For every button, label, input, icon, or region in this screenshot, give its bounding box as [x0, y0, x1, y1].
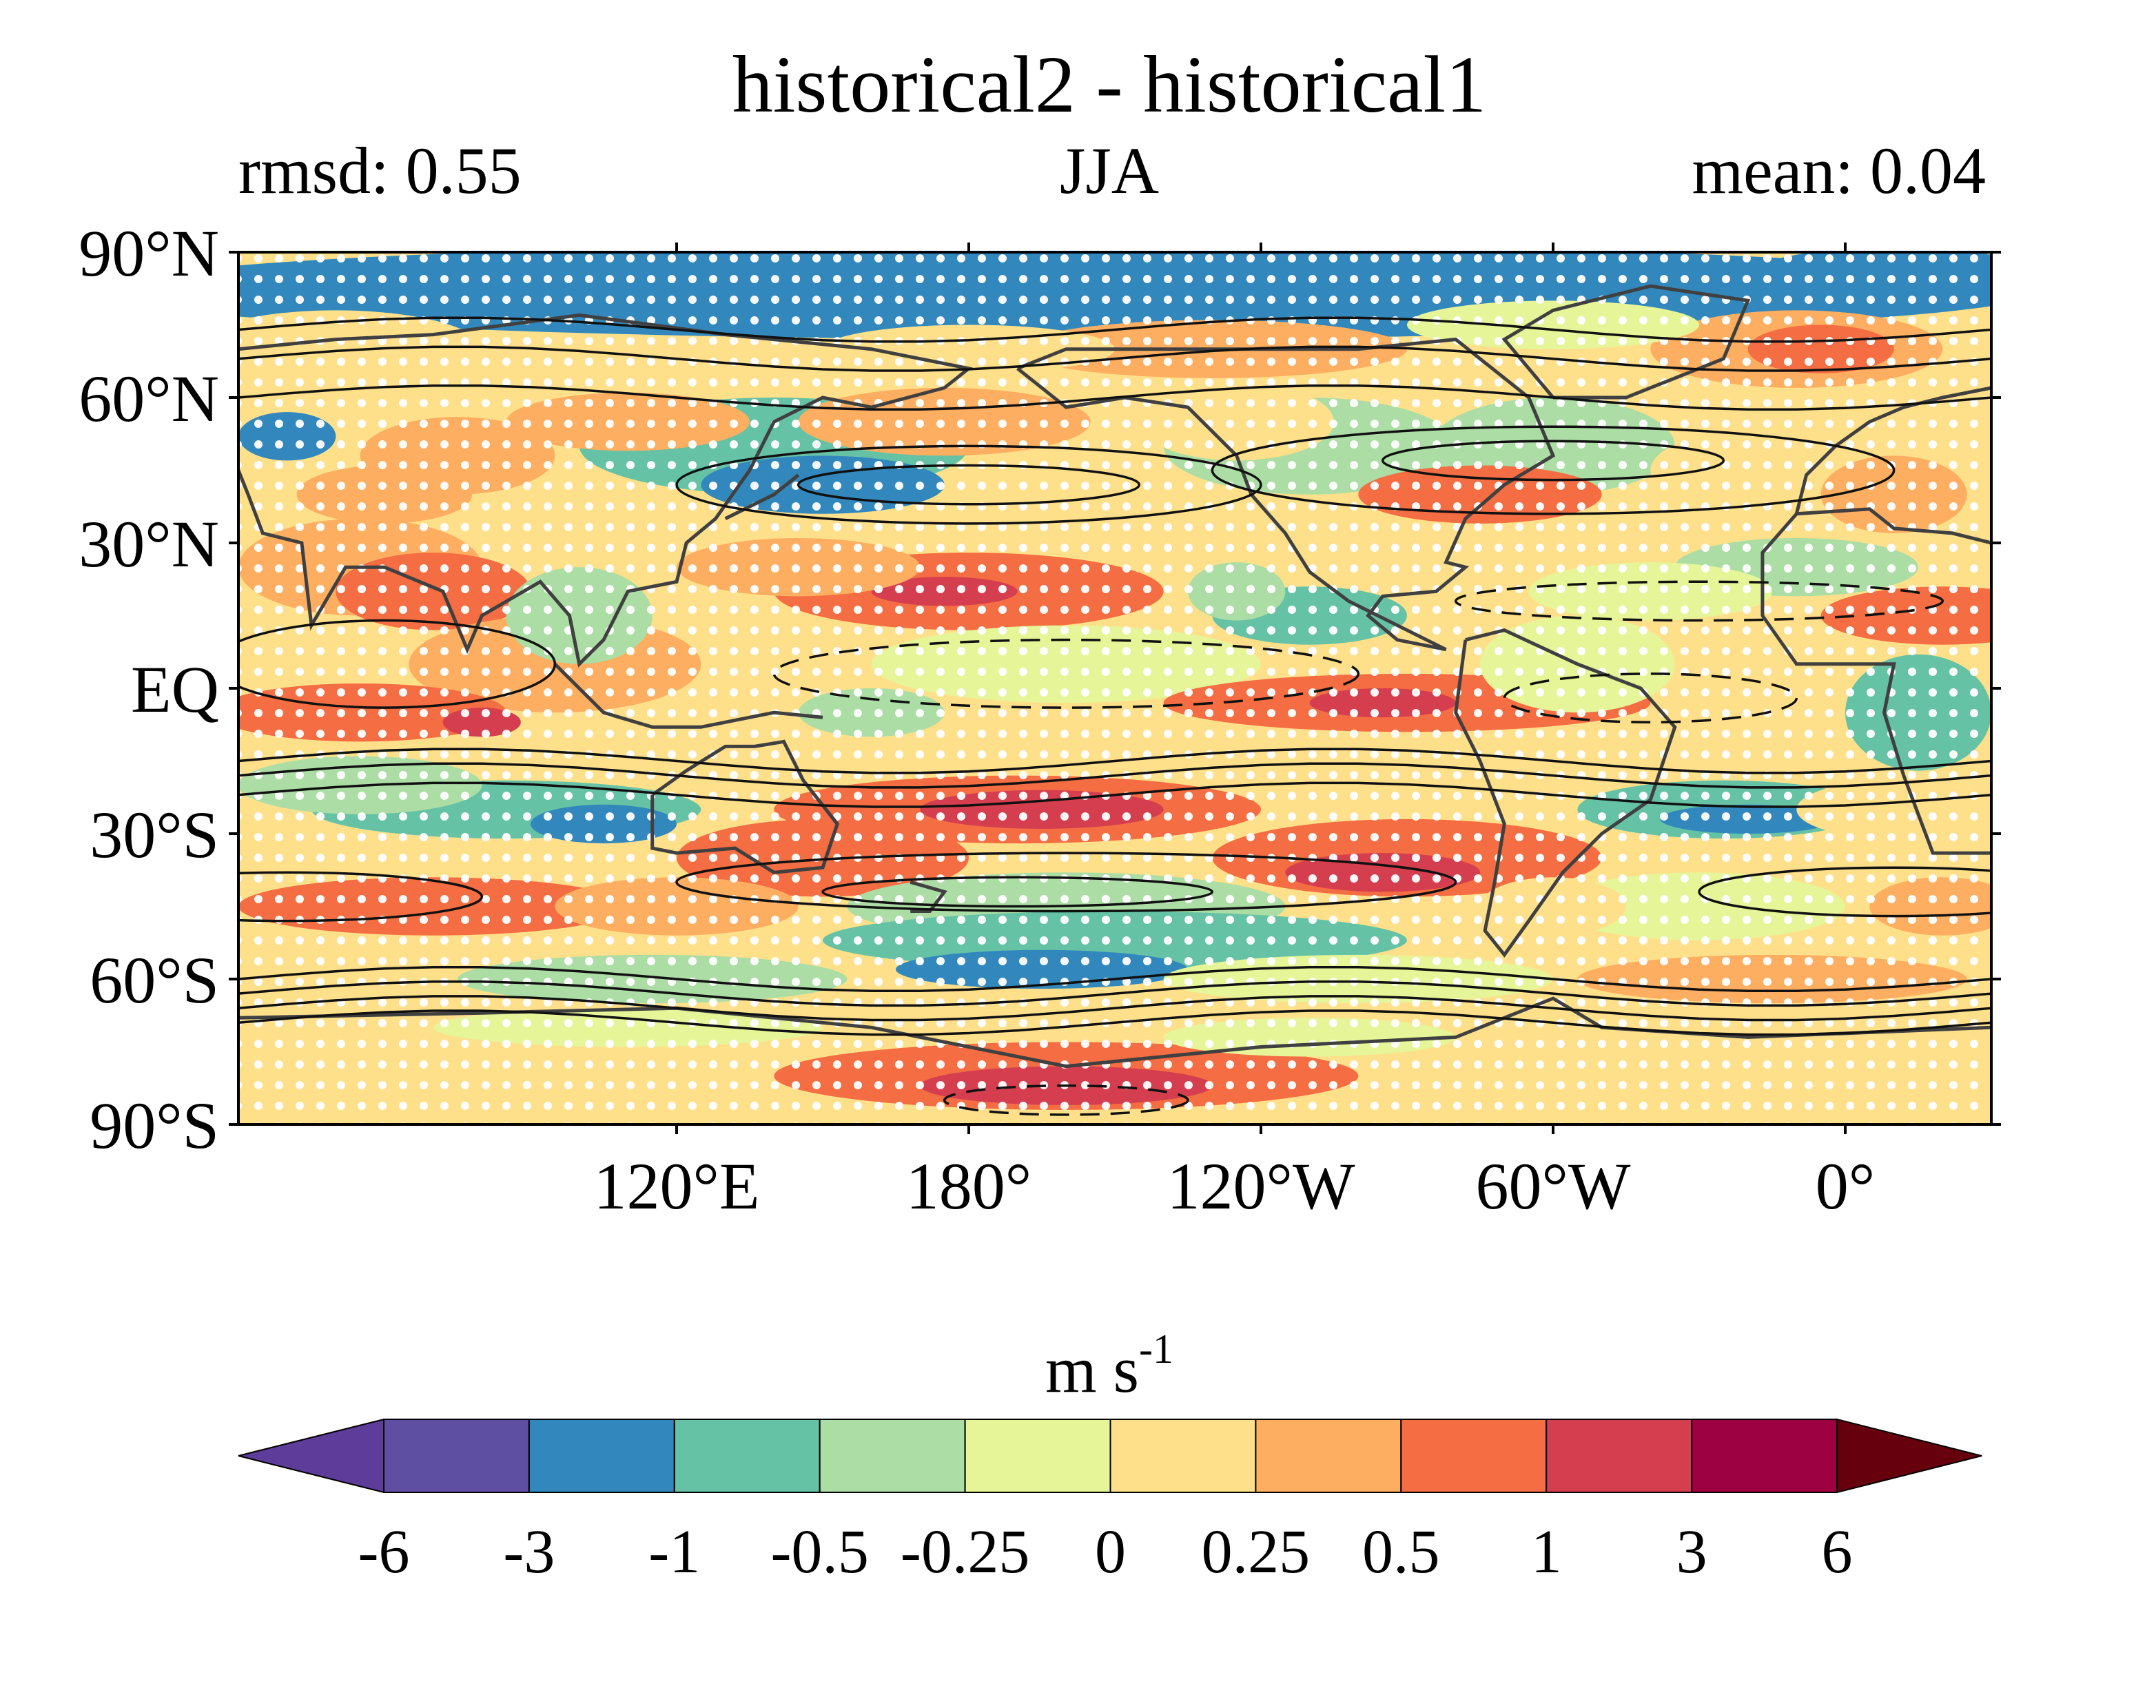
season-label: JJA: [1060, 134, 1159, 207]
negative-contour: [1454, 580, 1944, 622]
colorbar-bin: [1400, 1419, 1548, 1493]
colorbar-bin: [383, 1419, 530, 1493]
positive-contour: [675, 852, 1457, 913]
lon-tick-label: 120°W: [1167, 1149, 1355, 1223]
coastline: [1454, 628, 1677, 958]
colorbar-bin: [964, 1419, 1111, 1493]
zonal-contour: [238, 384, 1991, 411]
positive-contour: [1698, 866, 1991, 918]
units-exponent: -1: [1139, 1326, 1173, 1372]
colorbar: [238, 1418, 1982, 1494]
coastline: [1794, 386, 1991, 515]
lat-tick-label: 90°N: [79, 216, 219, 290]
colorbar-tick-label: -0.5: [770, 1518, 868, 1586]
lat-tick-label: 30°N: [79, 507, 219, 581]
lat-tick-label: 60°N: [79, 362, 219, 435]
lon-tick-label: 60°W: [1476, 1149, 1631, 1223]
colorbar-tick-label: 0.25: [1202, 1518, 1311, 1586]
positive-contour: [1211, 425, 1896, 515]
colorbar-extend-low: [238, 1418, 384, 1494]
lon-tick-label: 120°E: [593, 1149, 759, 1223]
colorbar-bin: [673, 1419, 821, 1493]
mean-label: mean: 0.04: [1692, 134, 1986, 207]
positive-contour: [675, 444, 1262, 525]
negative-contour: [1503, 672, 1798, 723]
coastline: [238, 313, 973, 668]
colorbar-tick-label: 0: [1095, 1518, 1126, 1586]
zonal-contour: [238, 1009, 1991, 1036]
climatology-contours: [238, 316, 1991, 1116]
coastline: [910, 880, 947, 913]
zonal-contour: [238, 762, 1991, 789]
lat-tick-label: 90°S: [90, 1089, 219, 1162]
colorbar-tick-label: 3: [1676, 1518, 1707, 1586]
lat-tick-label: 30°S: [90, 798, 219, 872]
colorbar-units: m s-1: [1045, 1326, 1173, 1406]
colorbar-bin: [1546, 1419, 1693, 1493]
zonal-contour: [238, 965, 1991, 993]
colorbar-tick-label: 1: [1531, 1518, 1562, 1586]
coastline: [553, 663, 823, 729]
positive-contour: [238, 871, 483, 923]
rmsd-label: rmsd: 0.55: [238, 134, 522, 207]
colorbar-tick-label: -6: [358, 1518, 410, 1586]
coastlines: [238, 284, 1991, 1069]
map-panel: [238, 252, 1991, 1124]
units-base: m s: [1045, 1333, 1139, 1406]
colorbar-tick-label: 6: [1822, 1518, 1853, 1586]
positive-contour: [797, 464, 1141, 506]
coastline: [1016, 338, 1556, 652]
colorbar-bin: [1691, 1419, 1838, 1493]
zonal-contour: [238, 781, 1991, 808]
colorbar-bin: [1109, 1419, 1257, 1493]
zonal-contour: [238, 995, 1991, 1022]
lat-tick-label: 60°S: [90, 943, 219, 1017]
colorbar-bin: [528, 1419, 675, 1493]
axis-ticks: [229, 243, 2001, 1134]
coastline: [724, 473, 800, 521]
colorbar-bin: [1255, 1419, 1402, 1493]
lat-tick-label: EQ: [131, 652, 219, 726]
lon-tick-label: 0°: [1816, 1149, 1875, 1223]
zonal-contour: [238, 748, 1991, 774]
colorbar-tick-label: -1: [648, 1518, 700, 1586]
positive-contour: [238, 619, 557, 709]
axis-tick-labels: 90°N 60°N 30°N EQ 30°S 60°S 90°S 120°E 180° 120°W…: [79, 216, 1875, 1223]
colorbar-tick-label: -3: [503, 1518, 555, 1586]
colorbar-tick-labels: -6 -3 -1 -0.5 -0.25 0 0.25 0.5 1 3 6: [358, 1518, 1853, 1586]
positive-contour: [1381, 440, 1725, 482]
colorbar-bin: [819, 1419, 966, 1493]
plot-title: historical2 - historical1: [732, 39, 1487, 130]
positive-contour: [821, 876, 1214, 908]
coastline: [1760, 507, 1991, 855]
negative-contour: [772, 638, 1360, 709]
coastline: [1501, 284, 1751, 400]
coastline: [650, 739, 839, 874]
negative-contour: [943, 1084, 1189, 1116]
zonal-contour: [238, 316, 1991, 343]
zonal-contour: [238, 980, 1991, 1007]
colorbar-tick-label: 0.5: [1362, 1518, 1440, 1586]
lon-tick-label: 180°: [906, 1149, 1031, 1223]
zonal-contour: [238, 345, 1991, 372]
colorbar-extend-high: [1836, 1418, 1982, 1494]
colorbar-tick-label: -0.25: [901, 1518, 1029, 1586]
